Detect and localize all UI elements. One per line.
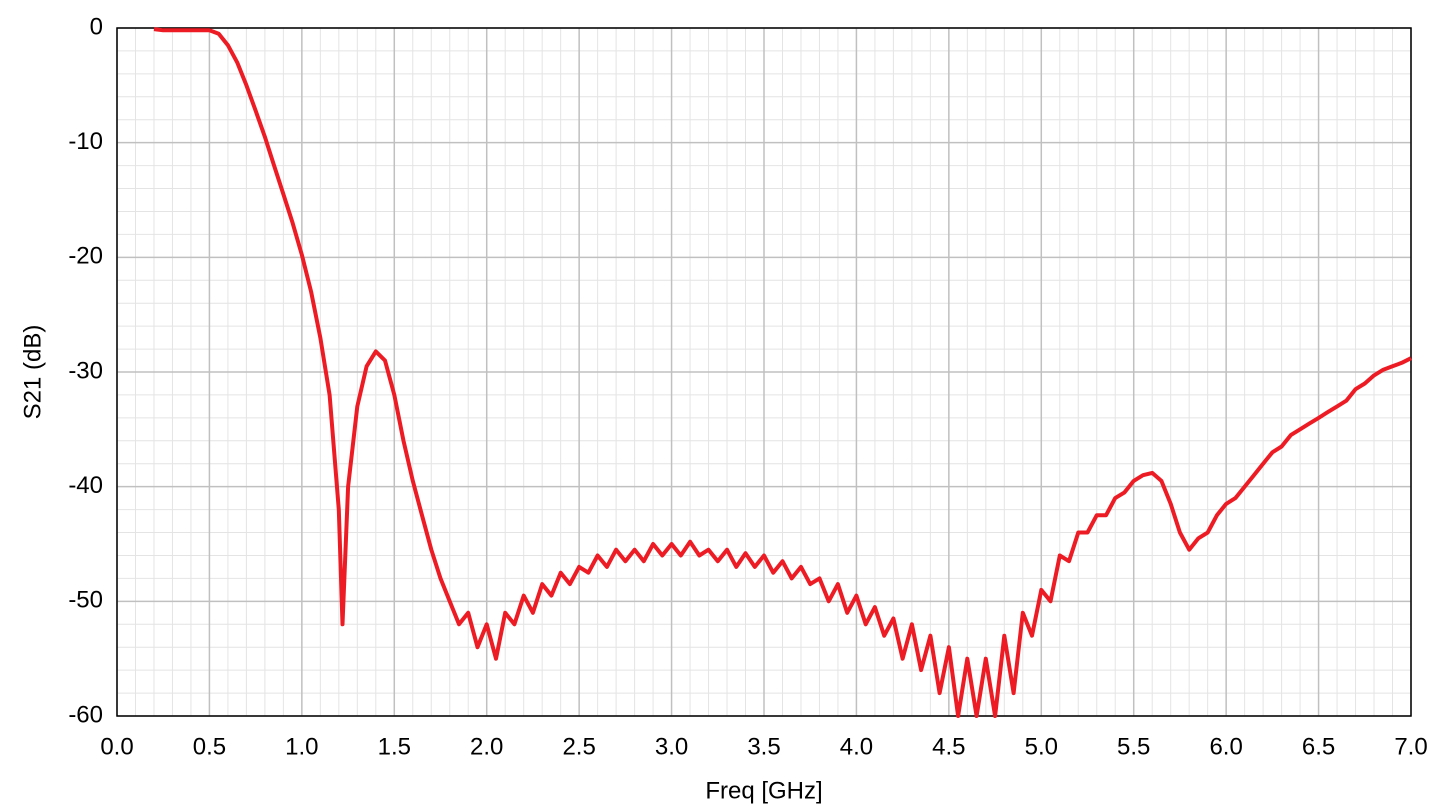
y-tick-label: -40 [68, 472, 103, 499]
x-tick-label: 6.5 [1302, 733, 1335, 760]
x-tick-label: 0.0 [100, 733, 133, 760]
x-tick-label: 4.5 [932, 733, 965, 760]
x-tick-label: 3.0 [655, 733, 688, 760]
y-tick-label: -20 [68, 243, 103, 270]
x-tick-label: 2.0 [470, 733, 503, 760]
x-tick-label: 1.5 [378, 733, 411, 760]
data-line [153, 27, 1412, 718]
x-tick-label: 0.5 [193, 733, 226, 760]
x-tick-label: 1.0 [285, 733, 318, 760]
x-tick-label: 5.5 [1117, 733, 1150, 760]
y-tick-label: -10 [68, 128, 103, 155]
x-tick-label: 2.5 [562, 733, 595, 760]
plot-frame [116, 27, 1412, 717]
x-tick-label: 3.5 [747, 733, 780, 760]
x-tick-label: 4.0 [840, 733, 873, 760]
x-tick-label: 7.0 [1394, 733, 1427, 760]
y-axis-label: S21 (dB) [19, 325, 46, 420]
y-tick-label: -50 [68, 587, 103, 614]
y-tick-label: -30 [68, 357, 103, 384]
x-axis-label: Freq [GHz] [705, 777, 822, 804]
y-tick-label: -60 [68, 701, 103, 728]
x-tick-label: 6.0 [1209, 733, 1242, 760]
y-tick-label: 0 [90, 13, 103, 40]
x-tick-label: 5.0 [1025, 733, 1058, 760]
